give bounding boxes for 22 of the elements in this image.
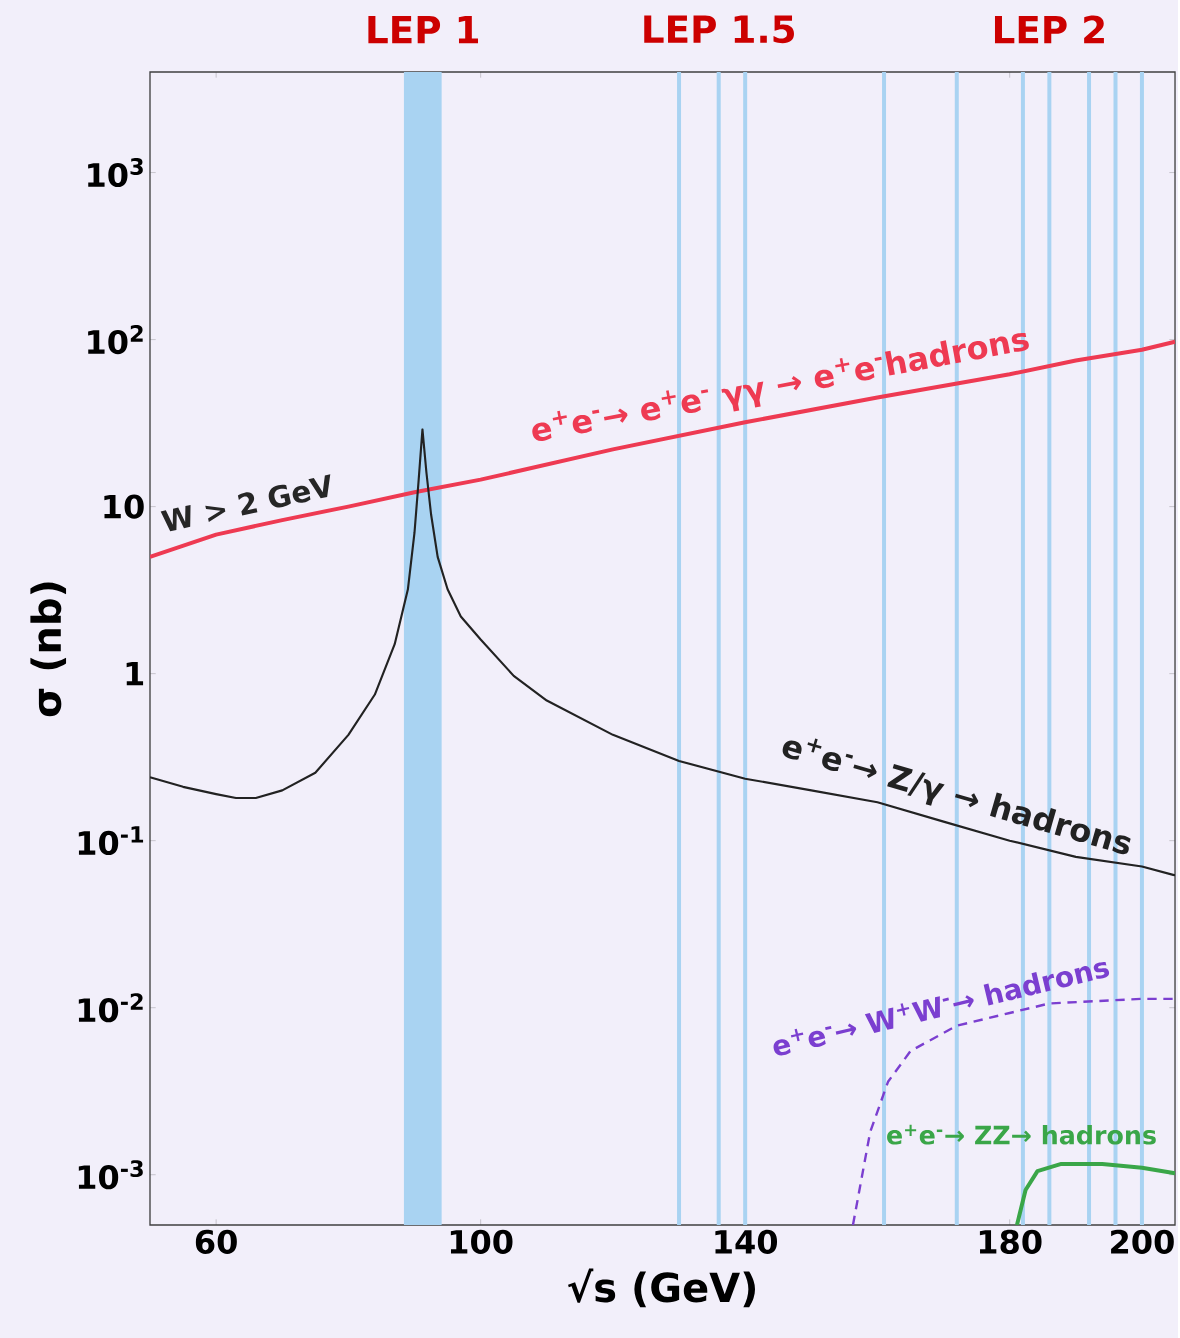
annotation: W > 2 GeV [160, 474, 331, 532]
band-label: LEP 1 [368, 16, 479, 44]
x-tick-label: 60 [195, 1229, 237, 1254]
text: e$^{+}$e$^{-}$→ e$^{+}$e$^{-}$ γγ → e$^{+}$e$^{-}$hadrons [532, 332, 1029, 441]
y-tick-label: 1 [126, 661, 144, 686]
y-tick-label: 10$^{-2}$ [78, 993, 143, 1023]
text: e$^{+}$e$^{-}$→ W$^{+}$W$^{-}$→ hadrons [773, 961, 1110, 1056]
x-tick-label: 140 [715, 1229, 778, 1254]
ref-line-label: LEP 1.5 [644, 15, 795, 44]
y-axis-title: σ (nb) [30, 582, 67, 717]
y-tick-label: 10$^{2}$ [88, 325, 143, 355]
line-series [1015, 1161, 1176, 1225]
y-tick-label: 10$^{-3}$ [78, 1160, 143, 1190]
x-tick-label: 100 [450, 1229, 513, 1254]
y-tick-label: 10$^{3}$ [88, 157, 143, 188]
series-label: e$^{+}$e$^{-}$→ ZZ→ hadrons [887, 1124, 1156, 1145]
ref-line-label: LEP 2 [995, 15, 1105, 44]
x-tick-label: 200 [1111, 1229, 1174, 1254]
y-tick-label: 10$^{-1}$ [78, 826, 144, 856]
x-axis-title: √s (GeV) [568, 1268, 756, 1308]
y-tick-label: 10 [104, 494, 144, 519]
x-tick-label: 180 [980, 1229, 1042, 1254]
